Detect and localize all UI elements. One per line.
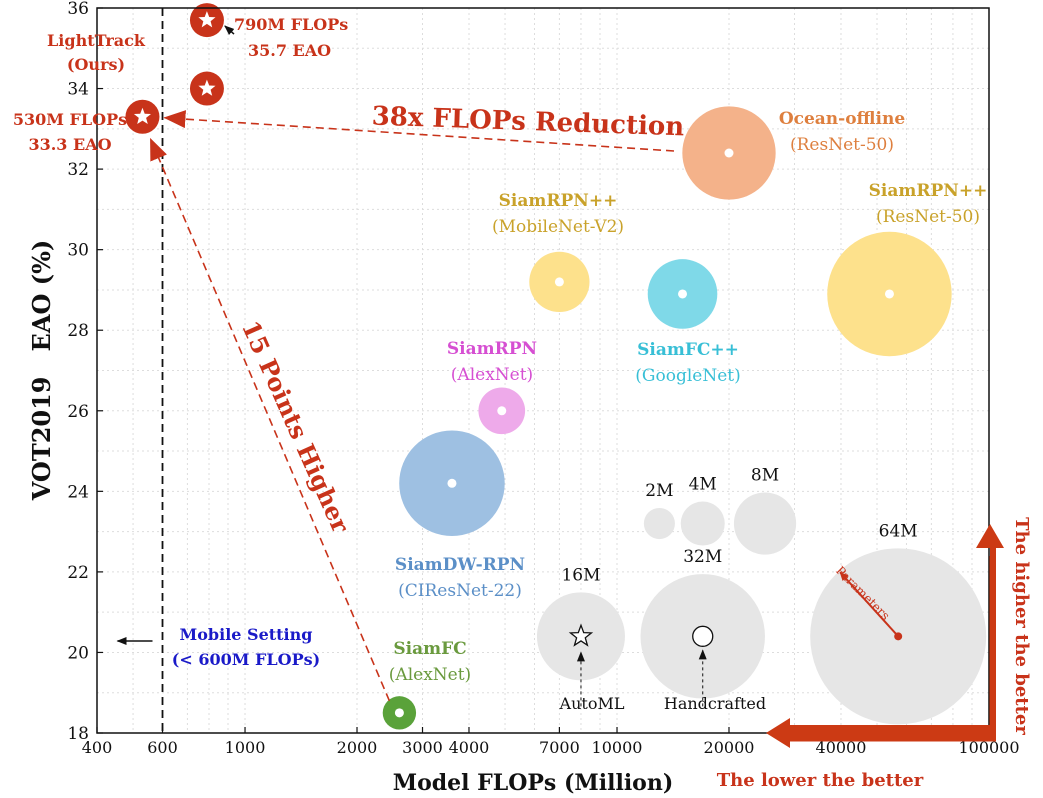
y-tick-label: 32 bbox=[67, 160, 89, 180]
bubbles: 2M 4M 8M 16M 32M 64M bbox=[125, 3, 987, 730]
annot-mobile-2: (< 600M FLOPs) bbox=[172, 650, 320, 669]
x-tick-label: 4000 bbox=[449, 738, 490, 757]
tracker-center-siamrpn bbox=[497, 406, 507, 416]
tracker-label-siamrpn-resnet: SiamRPN++ bbox=[869, 181, 988, 201]
legend-size-label: 16M bbox=[561, 565, 600, 585]
y-tick-label: 20 bbox=[67, 643, 89, 663]
tracker-backbone-ocean: (ResNet-50) bbox=[790, 135, 894, 155]
lighttrack-sub: (Ours) bbox=[67, 55, 125, 74]
axes: 400 600 1000 2000 3000 4000 7000 10000 20000 4000… bbox=[67, 0, 1019, 757]
tracker-backbone-siamrpn-resnet: (ResNet-50) bbox=[876, 207, 980, 227]
tracker-backbone-siamrpn: (AlexNet) bbox=[451, 365, 533, 385]
flops-790-pointer bbox=[224, 25, 235, 36]
lighttrack-star-icon bbox=[133, 107, 151, 124]
annot-eao-333: 33.3 EAO bbox=[28, 135, 111, 154]
legend-size-bubble bbox=[733, 492, 797, 555]
annot-handcrafted: Handcrafted bbox=[664, 694, 766, 713]
y-tick-label: 30 bbox=[67, 241, 89, 261]
y-tick-label: 24 bbox=[67, 482, 89, 502]
tracker-center-siamfc bbox=[394, 708, 404, 718]
y-tick-label: 18 bbox=[67, 724, 89, 744]
lighttrack-star-icon bbox=[198, 79, 216, 96]
axis-y-label: VOT2019 EAO (%) bbox=[27, 240, 56, 502]
parameter-radius-arrow bbox=[839, 571, 899, 638]
higher-arrow bbox=[149, 137, 391, 702]
y-tick-label: 22 bbox=[67, 563, 89, 583]
annot-flops-530: 530M FLOPs bbox=[13, 110, 127, 129]
tracker-center-ocean bbox=[724, 148, 734, 158]
x-tick-label: 400 bbox=[82, 738, 113, 757]
y-tick-label: 34 bbox=[67, 80, 89, 100]
annot-reduction: 38x FLOPs Reduction bbox=[371, 102, 685, 143]
legend-size-bubble bbox=[643, 507, 675, 540]
legend-size-label: 32M bbox=[683, 547, 722, 567]
tracker-label-siamdw: SiamDW-RPN bbox=[395, 555, 525, 575]
tracker-label-siamfcpp: SiamFC++ bbox=[637, 340, 739, 360]
tracker-label-siamfc: SiamFC bbox=[393, 639, 466, 659]
tracker-center-siamrpn-mobile bbox=[554, 277, 564, 287]
x-tick-label: 3000 bbox=[402, 738, 443, 757]
x-tick-label: 40000 bbox=[816, 738, 867, 757]
legend-size-label: 4M bbox=[689, 475, 717, 495]
axis-x-label: Model FLOPs (Million) bbox=[393, 770, 674, 796]
x-tick-label: 10000 bbox=[592, 738, 643, 757]
lighttrack-name: LightTrack bbox=[47, 31, 146, 50]
tracker-backbone-siamrpn-mobile: (MobileNet-V2) bbox=[492, 217, 624, 237]
tracker-label-siamrpn-mobile: SiamRPN++ bbox=[499, 191, 618, 211]
tracker-backbone-siamdw: (CIResNet-22) bbox=[398, 581, 522, 601]
annot-higher: 15 Points Higher bbox=[236, 316, 356, 537]
tracker-center-siamrpn-resnet bbox=[884, 289, 894, 299]
x-tick-label: 600 bbox=[147, 738, 178, 757]
tracker-backbone-siamfcpp: (GoogleNet) bbox=[635, 366, 740, 386]
y-tick-label: 26 bbox=[67, 402, 89, 422]
annot-automl: AutoML bbox=[559, 694, 625, 713]
tracker-label-siamrpn: SiamRPN bbox=[447, 339, 537, 359]
automl-star-icon bbox=[568, 623, 594, 647]
x-tick-label: 7000 bbox=[539, 738, 580, 757]
legend-size-label: 8M bbox=[751, 465, 779, 485]
tracker-center-siamdw bbox=[447, 478, 457, 488]
tracker-center-siamfcpp bbox=[678, 289, 688, 299]
annot-higher-better: The higher the better bbox=[1011, 517, 1032, 735]
legend-size-label: 2M bbox=[645, 481, 673, 501]
y-tick-label: 28 bbox=[67, 321, 89, 341]
x-tick-label: 100000 bbox=[958, 738, 1019, 757]
annotations: SiamFC (AlexNet) SiamDW-RPN (CIResNet-22) Si… bbox=[116, 25, 1004, 748]
x-tick-label: 1000 bbox=[225, 738, 266, 757]
legend-size-bubble bbox=[680, 501, 725, 546]
annot-flops-790: 790M FLOPs bbox=[234, 15, 348, 34]
legend-size-label: 64M bbox=[879, 521, 918, 541]
y-tick-label: 36 bbox=[67, 0, 89, 19]
better-arrows bbox=[766, 524, 1004, 748]
annot-eao-357: 35.7 EAO bbox=[248, 41, 331, 60]
x-tick-label: 2000 bbox=[337, 738, 378, 757]
reduction-arrow bbox=[163, 110, 675, 152]
tracker-backbone-siamfc: (AlexNet) bbox=[389, 665, 471, 685]
tracker-label-ocean: Ocean-offline bbox=[779, 109, 906, 129]
annot-mobile-1: Mobile Setting bbox=[180, 625, 313, 644]
annot-lower-better: The lower the better bbox=[717, 770, 924, 791]
x-tick-label: 20000 bbox=[704, 738, 755, 757]
better-arrows-outline bbox=[790, 556, 996, 742]
handcrafted-circle-icon bbox=[692, 625, 714, 647]
plot-frame bbox=[96, 7, 990, 734]
lighttrack-star-icon bbox=[198, 11, 216, 28]
